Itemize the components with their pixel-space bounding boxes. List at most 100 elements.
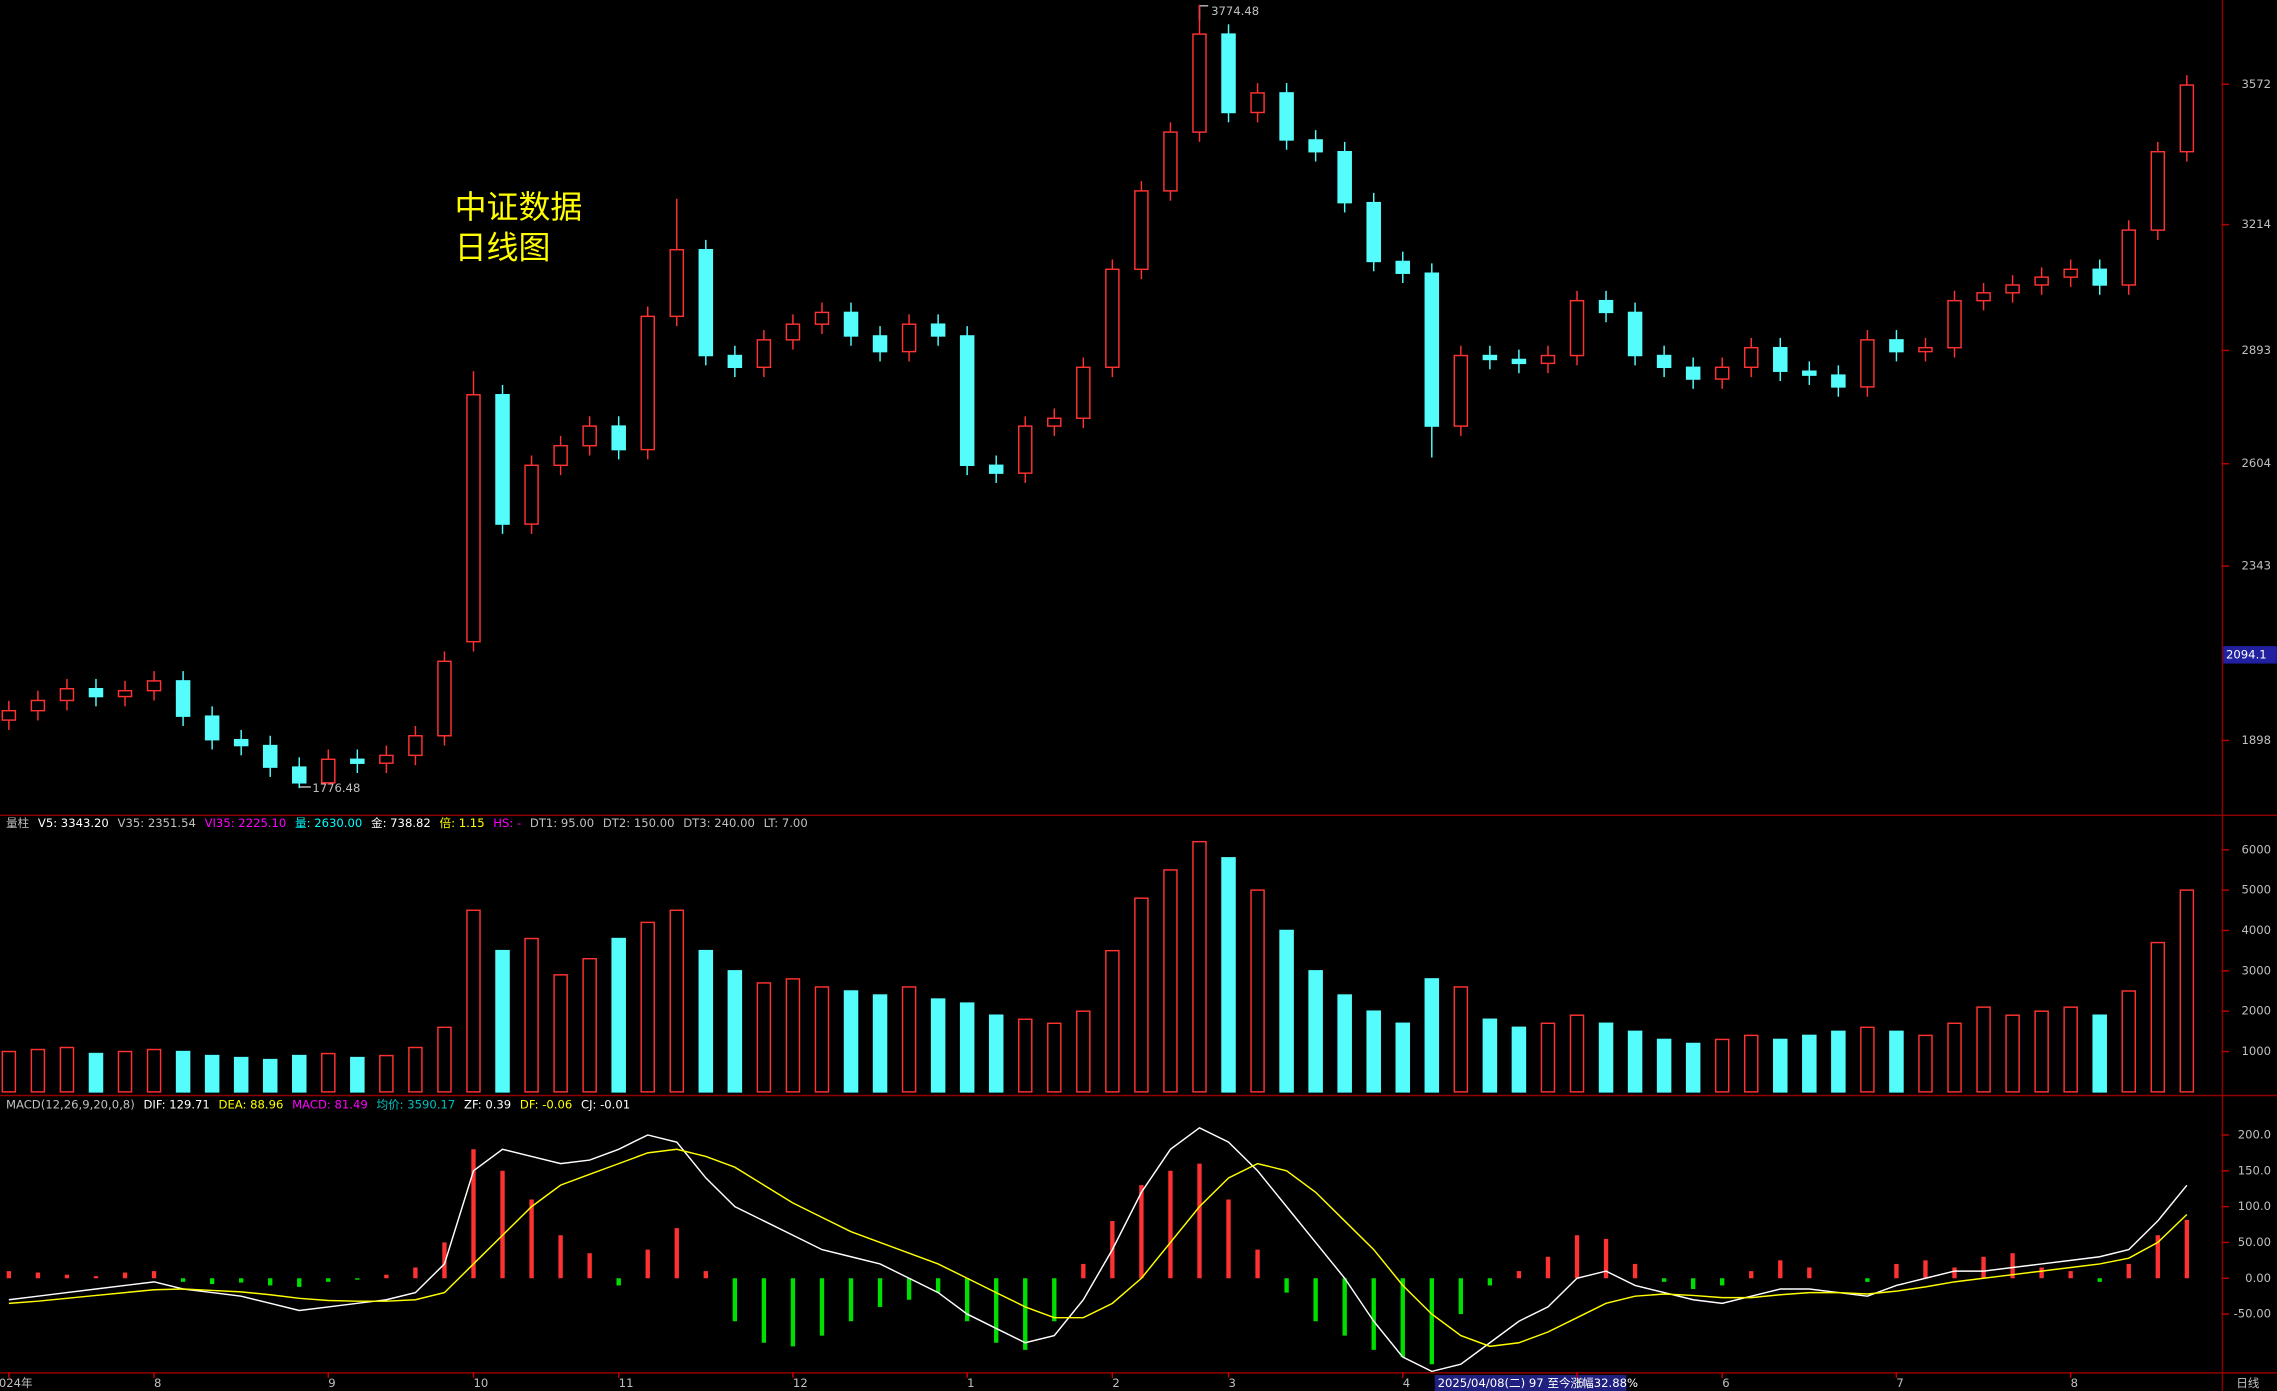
candle-body [291, 766, 307, 784]
volume-bar [1337, 994, 1352, 1093]
candle-body [1192, 33, 1207, 133]
volume-bar [1627, 1030, 1643, 1093]
volume-bar [146, 1048, 162, 1093]
volume-bar [1366, 1010, 1381, 1093]
volume-bar [1076, 1010, 1091, 1093]
volume-bar [30, 1048, 46, 1093]
x-tick-label: 10 [473, 1376, 488, 1390]
candle-body [59, 688, 75, 702]
volume-bar [640, 921, 655, 1093]
candle-body [1366, 201, 1381, 263]
candle-body [233, 738, 249, 747]
candle-body [321, 758, 336, 784]
price-box-label: 2094.1 [2226, 647, 2267, 661]
low-label: 1776.48 [312, 781, 360, 795]
volume-bar [1976, 1006, 1991, 1093]
volume-bar [2005, 1014, 2020, 1093]
x-tick-label: 8 [2071, 1376, 2078, 1390]
header-item: HS: - [493, 816, 521, 830]
candle-body [350, 758, 365, 764]
candle-body [524, 464, 539, 525]
volume-bar [1308, 970, 1323, 1093]
header-item: V35: 2351.54 [118, 816, 196, 830]
header-item: 倍: 1.15 [440, 816, 485, 830]
x-tick-label: 1 [967, 1376, 974, 1390]
candle-body [1569, 299, 1585, 357]
header-item: 量柱 [6, 816, 30, 830]
candle-body [814, 311, 830, 325]
header-item: V5: 3343.20 [38, 816, 109, 830]
candle-body [1221, 33, 1236, 114]
candle-body [1947, 299, 1962, 349]
volume-bar [901, 986, 917, 1093]
y-tick-label: 0.00 [2245, 1271, 2271, 1285]
volume-bar [1134, 897, 1149, 1093]
candle-body [1714, 366, 1730, 380]
volume-bar [408, 1046, 423, 1093]
volume-bar [1105, 949, 1120, 1093]
candle-body [1627, 311, 1643, 357]
candle-body [204, 715, 220, 741]
header-item: DIF: 129.71 [143, 1097, 209, 1111]
candle-body [582, 425, 597, 447]
candle-body [2179, 84, 2195, 153]
volume-bar [959, 1002, 975, 1093]
price-box [2223, 646, 2277, 664]
candle-body [1134, 190, 1149, 271]
candle-body [1802, 370, 1817, 376]
x-tick-label: 2 [1112, 1376, 1119, 1390]
volume-bar [1889, 1030, 1904, 1093]
high-label: 3774.48 [1211, 4, 1259, 18]
x-tick-label: 5 [1577, 1376, 1584, 1390]
volume-bar [814, 986, 830, 1093]
candle-body [2034, 276, 2049, 286]
candle-body [1308, 139, 1323, 153]
header-item: 量: 2630.00 [295, 816, 362, 830]
volume-bar [872, 994, 888, 1093]
x-tick-label: 9 [328, 1376, 335, 1390]
volume-bar [524, 937, 539, 1093]
candle-body [1250, 92, 1265, 114]
y-tick-label: 2893 [2242, 343, 2272, 357]
header-item: VI35: 2225.10 [205, 816, 287, 830]
volume-bar [1773, 1038, 1788, 1093]
volume-bar [2092, 1014, 2107, 1093]
candle-body [175, 680, 191, 717]
y-tick-label: 1000 [2242, 1044, 2272, 1058]
candle-body [1047, 417, 1062, 427]
y-tick-label: 2604 [2242, 456, 2272, 470]
volume-bar [582, 957, 597, 1093]
candle-body [437, 660, 452, 737]
volume-bar [1424, 978, 1440, 1093]
candle-body [1860, 339, 1875, 388]
header-item: DEA: 88.96 [219, 1097, 284, 1111]
volume-bar [1192, 840, 1207, 1093]
candle-body [1540, 354, 1556, 365]
candle-body [698, 248, 714, 357]
x-tick-label: 7 [1896, 1376, 1903, 1390]
volume-bar [2150, 941, 2166, 1093]
chart-subtitle: 日线图 [455, 231, 551, 266]
y-tick-label: 2343 [2242, 559, 2272, 573]
volume-bar [1540, 1022, 1556, 1093]
header-item: CJ: -0.01 [581, 1097, 630, 1111]
candle-body [727, 354, 743, 369]
volume-bar [1802, 1034, 1817, 1093]
volume-bar [669, 909, 685, 1093]
volume-bar [756, 982, 772, 1093]
y-tick-label: -50.00 [2234, 1307, 2271, 1321]
volume-bar [233, 1056, 249, 1093]
volume-bar [1047, 1022, 1062, 1093]
x-tick-label: 4 [1403, 1376, 1410, 1390]
candle-body [88, 688, 104, 698]
candle-body [1424, 272, 1440, 427]
candle-body [2063, 268, 2078, 278]
volume-bar [1685, 1042, 1701, 1093]
volume-bar [1017, 1018, 1033, 1093]
volume-bar [204, 1054, 220, 1093]
x-tick-label: 2024年 [0, 1376, 33, 1390]
candle-body [379, 754, 394, 764]
info-label: 2025/04/08(二) 97 至今涨幅32.88% [1438, 1376, 1638, 1390]
candle-body [2150, 150, 2166, 231]
